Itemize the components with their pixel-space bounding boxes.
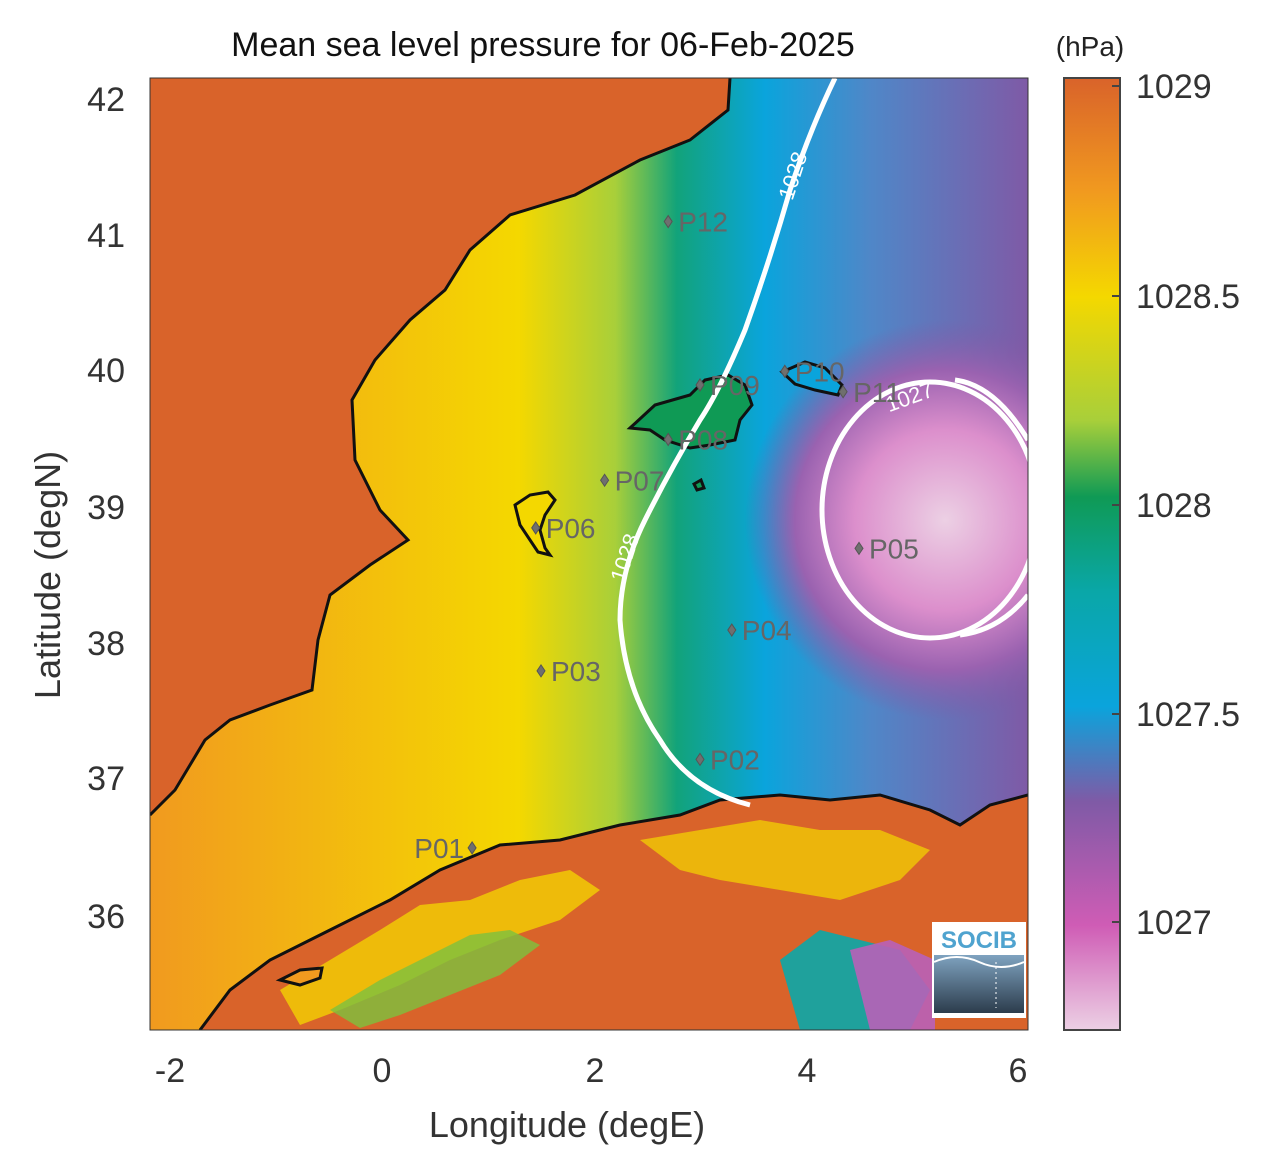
colorbar-tick-label: 1029 [1136, 68, 1212, 106]
point-label: P01 [414, 833, 464, 864]
y-tick-label: 36 [87, 898, 125, 936]
point-marker [695, 752, 705, 767]
cabrera-island [692, 477, 706, 492]
point-marker [854, 541, 864, 556]
point-label: P03 [551, 656, 601, 687]
y-axis-label: Latitude (degN) [27, 451, 68, 699]
africa-coastline [198, 793, 1028, 1030]
point-label: P11 [853, 377, 901, 408]
point-label: P10 [795, 356, 845, 387]
x-tick-label: 2 [586, 1052, 605, 1090]
socib-logo-text: SOCIB [941, 927, 1017, 954]
map-frame [149, 77, 1029, 1031]
y-tick-label: 37 [87, 760, 125, 798]
point-label: P07 [615, 465, 665, 496]
point-marker [599, 473, 610, 488]
point-marker [536, 663, 546, 678]
colorbar-tick-label: 1028 [1136, 487, 1212, 525]
colorbar [1063, 77, 1121, 1031]
iberia-coastline [150, 78, 732, 817]
point-marker [467, 841, 477, 855]
map-title: Mean sea level pressure for 06-Feb-2025 [231, 26, 855, 64]
africa-terrain-purple [850, 940, 935, 1030]
map-plot-area [150, 78, 1028, 1030]
point-label: P12 [678, 207, 728, 238]
point-label: P06 [546, 513, 596, 544]
y-tick-label: 38 [87, 625, 125, 663]
contour-1027 [819, 379, 1028, 641]
x-tick-label: 4 [798, 1052, 817, 1090]
x-tick-label: 6 [1009, 1052, 1028, 1090]
y-tick-label: 41 [87, 217, 125, 255]
low-pressure-center [745, 320, 1028, 720]
colorbar-tick-labels: 1029 1028.5 1028 1027.5 1027 [1136, 68, 1240, 942]
x-axis-label: Longitude (degE) [429, 1104, 705, 1145]
colorbar-ticks [1112, 85, 1120, 923]
colorbar-unit: (hPa) [1056, 31, 1124, 62]
colorbar-tick-label: 1028.5 [1136, 278, 1240, 316]
point-label: P02 [710, 744, 760, 775]
point-marker [838, 384, 848, 399]
point-label: P05 [869, 533, 919, 564]
point-label: P04 [742, 615, 792, 646]
point-marker [663, 214, 673, 229]
colorbar-tick-label: 1027.5 [1136, 696, 1240, 734]
x-tick-label: 0 [373, 1052, 392, 1090]
iberia-land [150, 78, 730, 815]
point-marker [663, 432, 673, 447]
points-layer: P01 P02 P03 P04 P05 P06 P07 P08 P09 P10 P11 P12 [414, 207, 919, 864]
point-label: P09 [710, 370, 760, 401]
contour-1027-east-edge [954, 377, 1028, 638]
y-tick-label: 42 [87, 81, 125, 119]
point-marker [727, 623, 737, 637]
africa-terrain-green [330, 930, 540, 1028]
alboran-islet [275, 966, 324, 987]
y-tick-label: 39 [87, 489, 125, 527]
africa-terrain-yellow [280, 870, 600, 1025]
africa-terrain-east [640, 820, 930, 900]
socib-logo: SOCIB [932, 922, 1026, 1018]
point-marker [695, 378, 705, 392]
colorbar-tick-label: 1027 [1136, 904, 1212, 942]
y-tick-label: 40 [87, 352, 125, 390]
y-axis: 42 41 40 39 38 37 36 [87, 81, 125, 936]
point-marker [780, 364, 790, 379]
x-tick-label: -2 [155, 1052, 185, 1090]
contour-1028 [617, 78, 838, 808]
point-label: P08 [678, 424, 728, 455]
point-marker [531, 521, 541, 535]
x-axis: -2 0 2 4 6 [155, 1052, 1028, 1090]
